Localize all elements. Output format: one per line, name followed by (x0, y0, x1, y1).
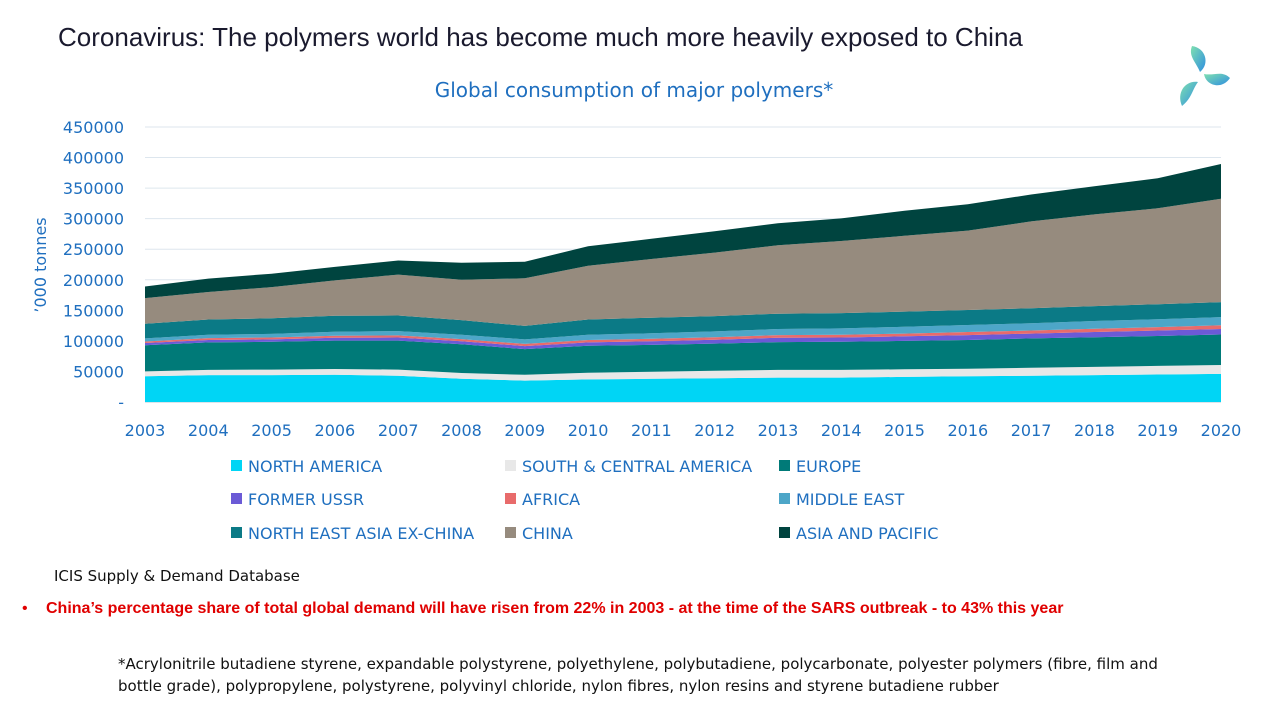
legend-label: AFRICA (522, 490, 580, 509)
x-tick-label: 2008 (441, 421, 482, 440)
legend-item-north-east-asia-ex-china: NORTH EAST ASIA EX-CHINA (231, 524, 474, 543)
y-tick-label: 350000 (63, 179, 124, 198)
key-finding-text: China’s percentage share of total global… (46, 600, 1064, 617)
area-europe (145, 334, 1221, 375)
area-asia-and-pacific (145, 164, 1221, 299)
legend-swatch (505, 527, 516, 538)
x-tick-label: 2010 (568, 421, 609, 440)
legend-item-middle-east: MIDDLE EAST (779, 490, 904, 509)
x-tick-label: 2017 (1011, 421, 1052, 440)
legend-label: EUROPE (796, 457, 861, 476)
y-tick-label: 300000 (63, 210, 124, 229)
x-tick-label: 2014 (821, 421, 862, 440)
legend-item-china: CHINA (505, 524, 573, 543)
area-middle-east (145, 317, 1221, 344)
legend-swatch (231, 460, 242, 471)
legend-item-europe: EUROPE (779, 457, 861, 476)
slide-title: Coronavirus: The polymers world has beco… (58, 22, 1023, 52)
three-petal-logo-icon (1180, 46, 1230, 106)
x-tick-label: 2009 (504, 421, 545, 440)
y-tick-label: 50000 (73, 362, 124, 381)
legend-label: FORMER USSR (248, 490, 364, 509)
legend-swatch (231, 527, 242, 538)
source-note: ICIS Supply & Demand Database (54, 567, 300, 585)
legend-label: ASIA AND PACIFIC (796, 524, 938, 543)
footnote: *Acrylonitrile butadiene styrene, expand… (118, 655, 1158, 695)
legend-swatch (779, 493, 790, 504)
key-finding: • China’s percentage share of total globa… (22, 600, 1063, 618)
x-tick-label: 2013 (758, 421, 799, 440)
area-north-east-asia-ex-china (145, 302, 1221, 340)
x-tick-label: 2004 (188, 421, 229, 440)
x-tick-label: 2019 (1137, 421, 1178, 440)
x-tick-label: 2012 (694, 421, 735, 440)
legend-label: NORTH AMERICA (248, 457, 382, 476)
chart-area: Global consumption of major polymers* - 5… (31, 78, 1242, 543)
legend-item-africa: AFRICA (505, 490, 580, 509)
legend: NORTH AMERICA SOUTH & CENTRAL AMERICA EURO… (231, 457, 938, 543)
x-axis-ticks: 2003 2004 2005 2006 2007 2008 2009 2010 2011 2012… (125, 421, 1242, 440)
chart-title: Global consumption of major polymers* (435, 78, 834, 102)
legend-item-north-america: NORTH AMERICA (231, 457, 382, 476)
y-tick-label: 150000 (63, 301, 124, 320)
area-former-ussr (145, 329, 1221, 350)
y-tick-label: 200000 (63, 271, 124, 290)
y-tick-label: 400000 (63, 149, 124, 168)
y-tick-label: 450000 (63, 118, 124, 137)
area-china (145, 198, 1221, 326)
legend-label: CHINA (522, 524, 573, 543)
x-tick-label: 2005 (251, 421, 292, 440)
legend-item-south-central-america: SOUTH & CENTRAL AMERICA (505, 457, 752, 476)
area-africa (145, 325, 1221, 347)
x-tick-label: 2015 (884, 421, 925, 440)
x-tick-label: 2007 (378, 421, 419, 440)
legend-label: NORTH EAST ASIA EX-CHINA (248, 524, 474, 543)
y-tick-label: - (118, 393, 124, 412)
stacked-areas (145, 164, 1221, 402)
y-axis-ticks: - 50000 100000 150000 200000 250000 300000 3500… (63, 118, 124, 412)
legend-swatch (505, 460, 516, 471)
legend-swatch (779, 460, 790, 471)
legend-swatch (231, 493, 242, 504)
area-north-america (145, 373, 1221, 402)
area-south-central-america (145, 365, 1221, 381)
y-tick-label: 250000 (63, 240, 124, 259)
y-tick-label: 100000 (63, 332, 124, 351)
x-tick-label: 2018 (1074, 421, 1115, 440)
legend-swatch (779, 527, 790, 538)
bullet-marker: • (22, 600, 28, 617)
legend-swatch (505, 493, 516, 504)
x-tick-label: 2020 (1201, 421, 1242, 440)
x-tick-label: 2006 (315, 421, 356, 440)
y-axis-label: ’000 tonnes (31, 217, 50, 312)
legend-item-asia-and-pacific: ASIA AND PACIFIC (779, 524, 938, 543)
x-tick-label: 2016 (947, 421, 988, 440)
x-tick-label: 2011 (631, 421, 672, 440)
legend-label: MIDDLE EAST (796, 490, 904, 509)
legend-label: SOUTH & CENTRAL AMERICA (522, 457, 752, 476)
legend-item-former-ussr: FORMER USSR (231, 490, 364, 509)
x-tick-label: 2003 (125, 421, 166, 440)
